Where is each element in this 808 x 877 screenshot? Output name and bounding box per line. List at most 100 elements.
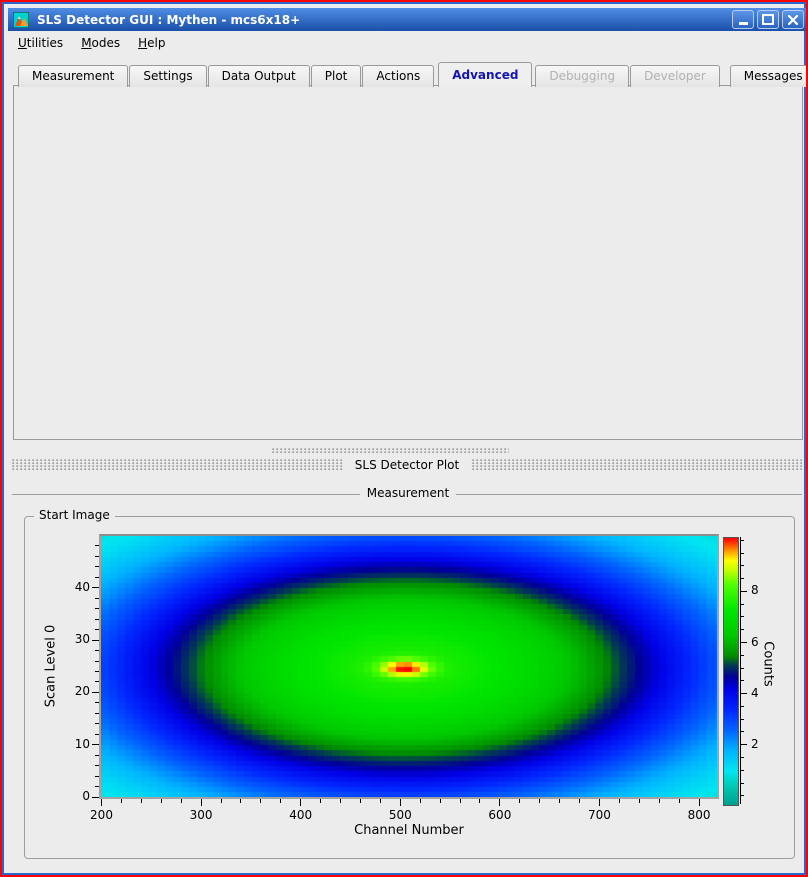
colorbar-tick-label: 8 [751, 583, 759, 598]
tab-measurement[interactable]: Measurement [18, 65, 129, 87]
colorbar-tick-label: 4 [751, 685, 759, 700]
splitter-handle[interactable] [272, 448, 509, 454]
x-axis-tick-label: 600 [488, 808, 512, 822]
x-axis-tick [519, 799, 521, 803]
y-axis-tick [95, 702, 99, 704]
tab-settings[interactable]: Settings [129, 65, 207, 87]
x-axis-tick [678, 799, 680, 803]
y-axis-tick-label: 30 [74, 632, 90, 647]
start-image-group-title: Start Image [39, 508, 110, 522]
menu-item-help[interactable]: Help [138, 35, 166, 50]
x-axis-tick-label: 800 [687, 808, 711, 822]
colorbar-tick [741, 603, 744, 605]
menu-item-modes[interactable]: Modes [81, 35, 121, 50]
x-axis-tick [220, 799, 222, 803]
x-axis-tick-label: 400 [289, 808, 313, 822]
y-axis-tick-label: 40 [74, 579, 90, 594]
tab-developer: Developer [630, 65, 720, 87]
y-axis-tick [95, 650, 99, 652]
tab-data-output[interactable]: Data Output [207, 65, 310, 87]
plot-dock-splitter[interactable]: SLS Detector Plot [12, 458, 802, 472]
menu-item-utilities[interactable]: Utilities [18, 35, 64, 50]
colorbar-tick [741, 667, 744, 669]
x-axis-tick [101, 799, 102, 806]
maximize-icon [762, 14, 774, 25]
x-axis-title: Channel Number [354, 823, 464, 838]
colorbar-tick [741, 718, 744, 720]
minimize-icon [738, 22, 748, 25]
colorbar-tick [741, 578, 744, 580]
y-axis-tick [95, 660, 99, 662]
colorbar-canvas [724, 538, 738, 805]
x-axis-tick-label: 700 [588, 808, 611, 822]
colorbar-tick [741, 756, 744, 758]
x-axis-tick [320, 799, 322, 803]
colorbar-tick [741, 795, 744, 797]
tab-plot[interactable]: Plot [310, 65, 362, 87]
y-axis-tick [95, 765, 99, 767]
y-axis-tick [95, 618, 99, 620]
y-axis-tick [95, 733, 99, 735]
y-axis-tick [92, 691, 99, 693]
y-axis-tick-label: 10 [74, 736, 90, 751]
x-axis-tick [240, 799, 242, 803]
x-axis-tick [459, 799, 461, 803]
colorbar-axis-line [740, 537, 741, 804]
colorbar-tick-label: 6 [751, 634, 759, 649]
tab-advanced[interactable]: Advanced [438, 62, 533, 87]
x-axis-tick [160, 799, 162, 803]
x-axis-tick [260, 799, 262, 803]
close-button[interactable] [782, 10, 804, 29]
x-axis-tick [559, 799, 561, 803]
x-axis-tick [419, 799, 421, 803]
colorbar-tick [741, 769, 744, 771]
tab-actions[interactable]: Actions [362, 65, 435, 87]
colorbar-tick [741, 782, 744, 784]
colorbar-tick [741, 642, 747, 644]
colorbar-tick-label: 2 [751, 736, 759, 751]
y-axis-tick [92, 744, 99, 746]
x-axis-tick [479, 799, 481, 803]
y-axis-tick [95, 566, 99, 568]
y-axis-title: Scan Level 0 [43, 624, 59, 708]
heatmap-canvas[interactable] [101, 536, 717, 797]
colorbar-tick [741, 552, 744, 554]
titlebar[interactable]: SLS Detector GUI : Mythen - mcs6x18+ [8, 8, 808, 31]
x-axis-tick-label: 200 [90, 808, 113, 822]
x-axis-tick [598, 799, 600, 806]
x-axis-tick [499, 799, 501, 806]
y-axis-tick [92, 639, 99, 641]
y-axis-tick [95, 754, 99, 756]
tab-messages[interactable]: Messages [729, 65, 808, 87]
close-icon [788, 14, 798, 25]
y-axis-tick [95, 670, 99, 672]
x-axis-tick [379, 799, 381, 803]
y-axis-tick [95, 576, 99, 578]
x-axis-tick [280, 799, 282, 803]
y-axis-tick-label: 0 [82, 789, 90, 803]
heatmap-frame [99, 534, 719, 799]
measurement-group-title: Measurement [359, 486, 457, 500]
x-axis-tick-label: 300 [189, 808, 213, 822]
minimize-button[interactable] [732, 10, 754, 29]
colorbar-tick [741, 565, 744, 567]
colorbar [723, 537, 739, 806]
x-axis-tick [658, 799, 660, 803]
x-axis-tick [200, 799, 202, 806]
colorbar-tick [741, 744, 747, 746]
y-axis-tick [95, 775, 99, 777]
x-axis-tick [359, 799, 361, 803]
x-axis-tick [120, 799, 122, 803]
y-axis-tick [92, 796, 99, 798]
y-axis-tick [95, 545, 99, 547]
y-axis-tick [95, 555, 99, 557]
y-axis-tick [95, 597, 99, 599]
x-axis-tick [638, 799, 640, 803]
colorbar-tick [741, 539, 744, 541]
maximize-button[interactable] [757, 10, 779, 29]
plot-dock-title: SLS Detector Plot [342, 458, 472, 472]
colorbar-tick [741, 693, 747, 695]
y-axis-tick [95, 723, 99, 725]
app-icon [13, 11, 29, 28]
